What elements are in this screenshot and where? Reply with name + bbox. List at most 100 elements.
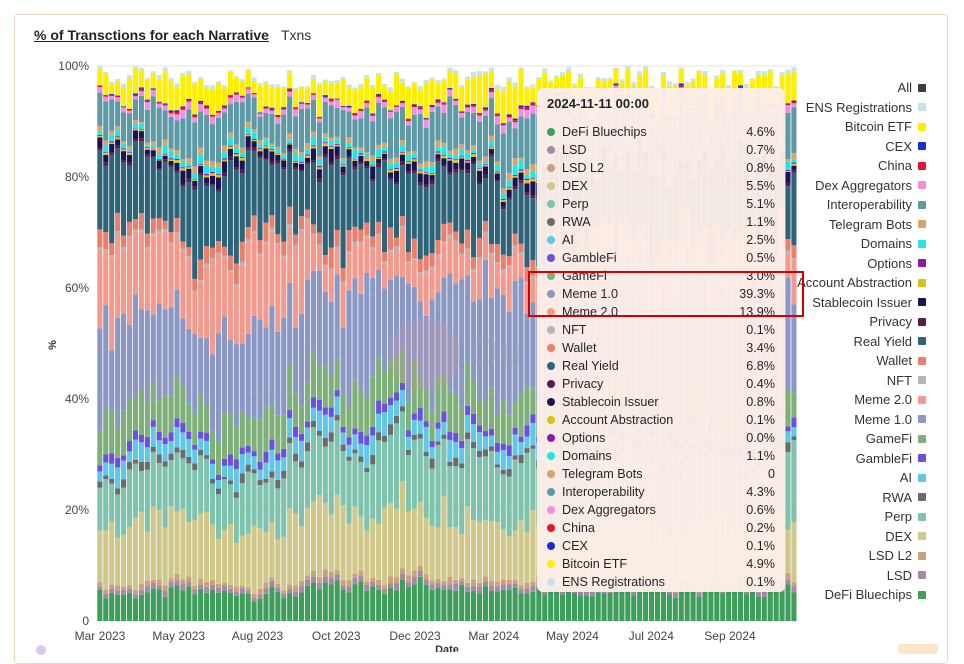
bar-segment [394, 401, 399, 416]
bar-segment [168, 110, 173, 112]
bar-segment [376, 590, 381, 621]
bar-segment [240, 343, 245, 412]
bar-segment [530, 106, 535, 114]
bar-segment [222, 146, 227, 153]
bar-segment [346, 144, 351, 147]
bar-segment [424, 83, 429, 118]
bar-segment [513, 588, 518, 621]
bar-segment [418, 275, 423, 301]
bar-segment [311, 136, 316, 145]
bar-segment [305, 508, 310, 576]
bar-segment [335, 359, 340, 390]
bar-segment [364, 78, 369, 100]
bar-segment [518, 455, 523, 463]
bar-segment [489, 68, 494, 71]
tooltip-series-name: NFT [562, 323, 746, 337]
bar-segment [685, 591, 690, 621]
bar-segment [216, 254, 221, 333]
bar-segment [186, 463, 191, 521]
bar-segment [317, 122, 322, 156]
bar-segment [157, 432, 162, 440]
bar-segment [269, 149, 274, 150]
bar-segment [507, 589, 512, 621]
bar-segment [412, 173, 417, 239]
legend-swatch [918, 357, 926, 365]
bar-segment [192, 122, 197, 166]
bar-segment [424, 452, 429, 456]
bar-segment [406, 164, 411, 172]
legend-item[interactable]: GameFi [766, 429, 926, 449]
bar-segment [489, 90, 494, 92]
legend-item[interactable]: Meme 2.0 [766, 390, 926, 410]
bar-segment [453, 159, 458, 160]
bar-segment [97, 328, 102, 430]
bar-segment [234, 469, 239, 492]
bar-segment [418, 109, 423, 114]
bar-segment [151, 156, 156, 158]
legend-swatch [918, 513, 926, 521]
bar-segment [222, 591, 227, 621]
bar-segment [246, 239, 251, 242]
bar-segment [97, 136, 102, 137]
bar-segment [441, 102, 446, 103]
legend-item[interactable]: LSD L2 [766, 546, 926, 566]
bar-segment [323, 102, 328, 134]
legend-item[interactable]: Interoperability [766, 195, 926, 215]
bar-segment [756, 71, 761, 75]
legend-item[interactable]: NFT [766, 371, 926, 391]
legend-item[interactable]: China [766, 156, 926, 176]
bar-segment [121, 161, 126, 163]
legend-label: GameFi [866, 431, 912, 446]
bar-segment [293, 328, 298, 394]
bar-segment [335, 580, 340, 621]
legend-item[interactable]: Dex Aggregators [766, 176, 926, 196]
legend-swatch [918, 532, 926, 540]
bar-segment [352, 90, 357, 113]
bar-segment [364, 152, 369, 155]
legend-item[interactable]: LSD [766, 566, 926, 586]
legend-item[interactable]: All [766, 78, 926, 98]
legend-item[interactable]: Domains [766, 234, 926, 254]
bar-segment [263, 113, 268, 138]
bar-segment [157, 160, 162, 168]
bar-segment [412, 82, 417, 84]
legend-item[interactable]: Telegram Bots [766, 215, 926, 235]
legend-item[interactable]: CEX [766, 137, 926, 157]
bar-segment [240, 585, 245, 588]
bar-segment [489, 244, 494, 253]
bar-segment [275, 87, 280, 115]
bar-segment [228, 413, 233, 455]
legend-item[interactable]: Real Yield [766, 332, 926, 352]
bar-segment [234, 153, 239, 154]
bar-segment [465, 432, 470, 439]
bar-segment [311, 75, 316, 79]
bar-segment [246, 88, 251, 89]
bar-segment [530, 445, 535, 449]
legend-item[interactable]: Meme 1.0 [766, 410, 926, 430]
bar-segment [109, 453, 114, 463]
bar-segment [370, 165, 375, 166]
bar-segment [145, 110, 150, 143]
legend-item[interactable]: Wallet [766, 351, 926, 371]
legend-item[interactable]: AI [766, 468, 926, 488]
legend-item[interactable]: Bitcoin ETF [766, 117, 926, 137]
legend-item[interactable]: RWA [766, 488, 926, 508]
bar-segment [127, 149, 132, 152]
bar-segment [109, 141, 114, 142]
legend-item[interactable]: DEX [766, 527, 926, 547]
bar-segment [489, 253, 494, 255]
legend-item[interactable]: GambleFi [766, 449, 926, 469]
bar-segment [317, 400, 322, 411]
bar-segment [115, 146, 120, 149]
legend-item[interactable]: ENS Registrations [766, 98, 926, 118]
bar-segment [121, 236, 126, 248]
bar-segment [287, 508, 292, 584]
bar-segment [257, 144, 262, 148]
bar-segment [400, 226, 405, 228]
legend-item[interactable]: DeFi Bluechips [766, 585, 926, 605]
bar-segment [447, 392, 452, 432]
bar-segment [151, 588, 156, 621]
bar-segment [269, 108, 274, 109]
legend-item[interactable]: Perp [766, 507, 926, 527]
